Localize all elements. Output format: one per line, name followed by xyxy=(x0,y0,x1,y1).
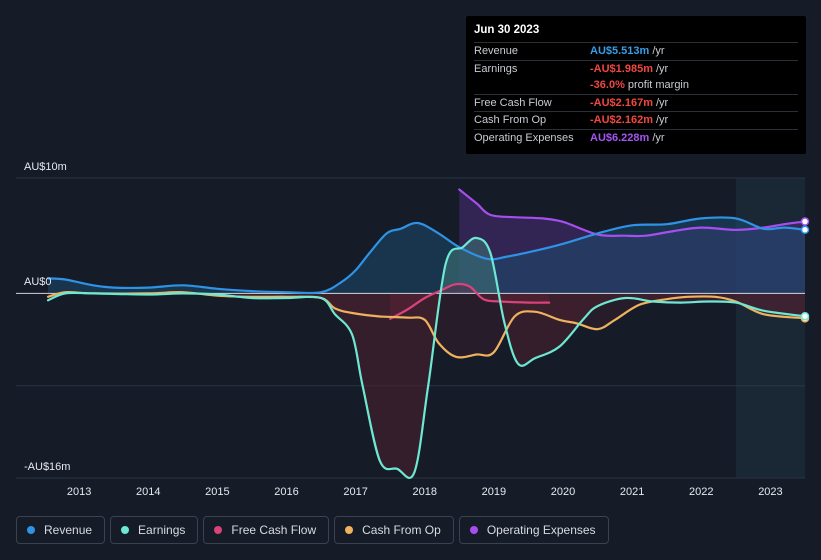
legend-item-earnings[interactable]: Earnings xyxy=(110,516,199,544)
series-lines xyxy=(46,188,807,479)
operating-expenses-end-dot xyxy=(800,217,810,226)
cash-from-op-area-negative xyxy=(48,294,805,358)
tooltip-row-revenue: Revenue AU$5.513m /yr xyxy=(474,42,798,60)
earnings-line xyxy=(46,236,807,479)
tooltip: Jun 30 2023 Revenue AU$5.513m /yr Earnin… xyxy=(466,16,806,154)
x-tick-label: 2018 xyxy=(413,486,437,498)
tooltip-value: AU$6.228m xyxy=(590,131,650,144)
area-fills xyxy=(48,189,805,478)
revenue-end-dot xyxy=(800,225,810,235)
x-tick-label: 2014 xyxy=(136,486,160,498)
tooltip-value: -AU$2.162m xyxy=(590,114,653,127)
tooltip-label: Earnings xyxy=(474,62,518,75)
tooltip-unit: /yr xyxy=(652,131,665,144)
x-axis-ticks: 2013 2014 2015 2016 2017 2018 2019 2020 2021 2022… xyxy=(67,486,783,498)
x-tick-label: 2021 xyxy=(620,486,644,498)
legend-dot-icon xyxy=(121,526,130,534)
y-tick-bottom: -AU$16m xyxy=(24,461,70,473)
tooltip-label: Free Cash Flow xyxy=(474,96,552,109)
tooltip-value: -36.0% xyxy=(590,79,625,92)
tooltip-value: -AU$1.985m xyxy=(590,62,653,75)
revenue-line xyxy=(46,216,807,295)
x-tick-label: 2023 xyxy=(758,486,782,498)
legend-item-operating-expenses[interactable]: Operating Expenses xyxy=(458,516,609,544)
x-tick-label: 2019 xyxy=(482,486,506,498)
legend-label: Earnings xyxy=(138,523,186,537)
x-tick-label: 2022 xyxy=(689,486,713,498)
y-tick-zero: AU$0 xyxy=(24,276,52,288)
x-tick-label: 2017 xyxy=(343,486,367,498)
earnings-area-negative xyxy=(48,294,805,478)
legend-item-cash-from-op[interactable]: Cash From Op xyxy=(334,516,454,544)
legend-item-free-cash-flow[interactable]: Free Cash Flow xyxy=(203,516,330,544)
x-tick-label: 2016 xyxy=(274,486,298,498)
legend-dot-icon xyxy=(469,526,478,534)
chart-canvas: AU$10m AU$0 -AU$16m 2013 2014 2015 2016 2017… xyxy=(16,161,810,498)
x-tick-label: 2020 xyxy=(551,486,575,498)
tooltip-unit: /yr xyxy=(655,114,669,127)
series-end-dots xyxy=(800,217,810,323)
operating-expenses-line xyxy=(458,188,807,238)
legend: Revenue Earnings Free Cash Flow Cash Fro… xyxy=(16,516,609,544)
tooltip-date: Jun 30 2023 xyxy=(474,24,540,36)
legend-dot-icon xyxy=(27,526,35,534)
tooltip-label: Cash From Op xyxy=(474,114,547,127)
tooltip-row-fcf: Free Cash Flow -AU$2.167m /yr xyxy=(474,93,798,112)
earnings-end-dot xyxy=(800,312,810,321)
free-cash-flow-area-positive xyxy=(390,283,550,294)
tooltip-value: AU$5.513m xyxy=(590,45,650,58)
x-tick-label: 2015 xyxy=(205,486,229,498)
x-tick-label: 2013 xyxy=(67,486,91,498)
free-cash-flow-line xyxy=(389,282,551,320)
legend-dot-icon xyxy=(214,526,223,534)
tooltip-unit: /yr xyxy=(652,45,665,58)
tooltip-label: Operating Expenses xyxy=(474,131,574,144)
legend-label: Operating Expenses xyxy=(486,523,596,537)
cash-from-op-line xyxy=(46,290,807,359)
tooltip-unit: /yr xyxy=(655,96,669,109)
tooltip-value: -AU$2.167m xyxy=(590,96,653,109)
tooltip-unit: /yr xyxy=(655,62,669,75)
legend-label: Free Cash Flow xyxy=(231,523,317,537)
tooltip-unit: profit margin xyxy=(627,79,689,92)
legend-label: Cash From Op xyxy=(362,523,441,537)
tooltip-row-margin: -36.0% profit margin xyxy=(474,77,798,94)
tooltip-row-cfo: Cash From Op -AU$2.162m /yr xyxy=(474,111,798,129)
tooltip-row-earnings: Earnings -AU$1.985m /yr xyxy=(474,59,798,78)
y-tick-top: AU$10m xyxy=(24,161,67,173)
tooltip-label: Revenue xyxy=(474,45,519,58)
free-cash-flow-area-negative xyxy=(390,294,550,319)
legend-label: Revenue xyxy=(44,523,93,537)
legend-dot-icon xyxy=(345,526,354,534)
tooltip-row-opex: Operating Expenses AU$6.228m /yr xyxy=(474,128,798,147)
legend-item-revenue[interactable]: Revenue xyxy=(16,516,106,544)
